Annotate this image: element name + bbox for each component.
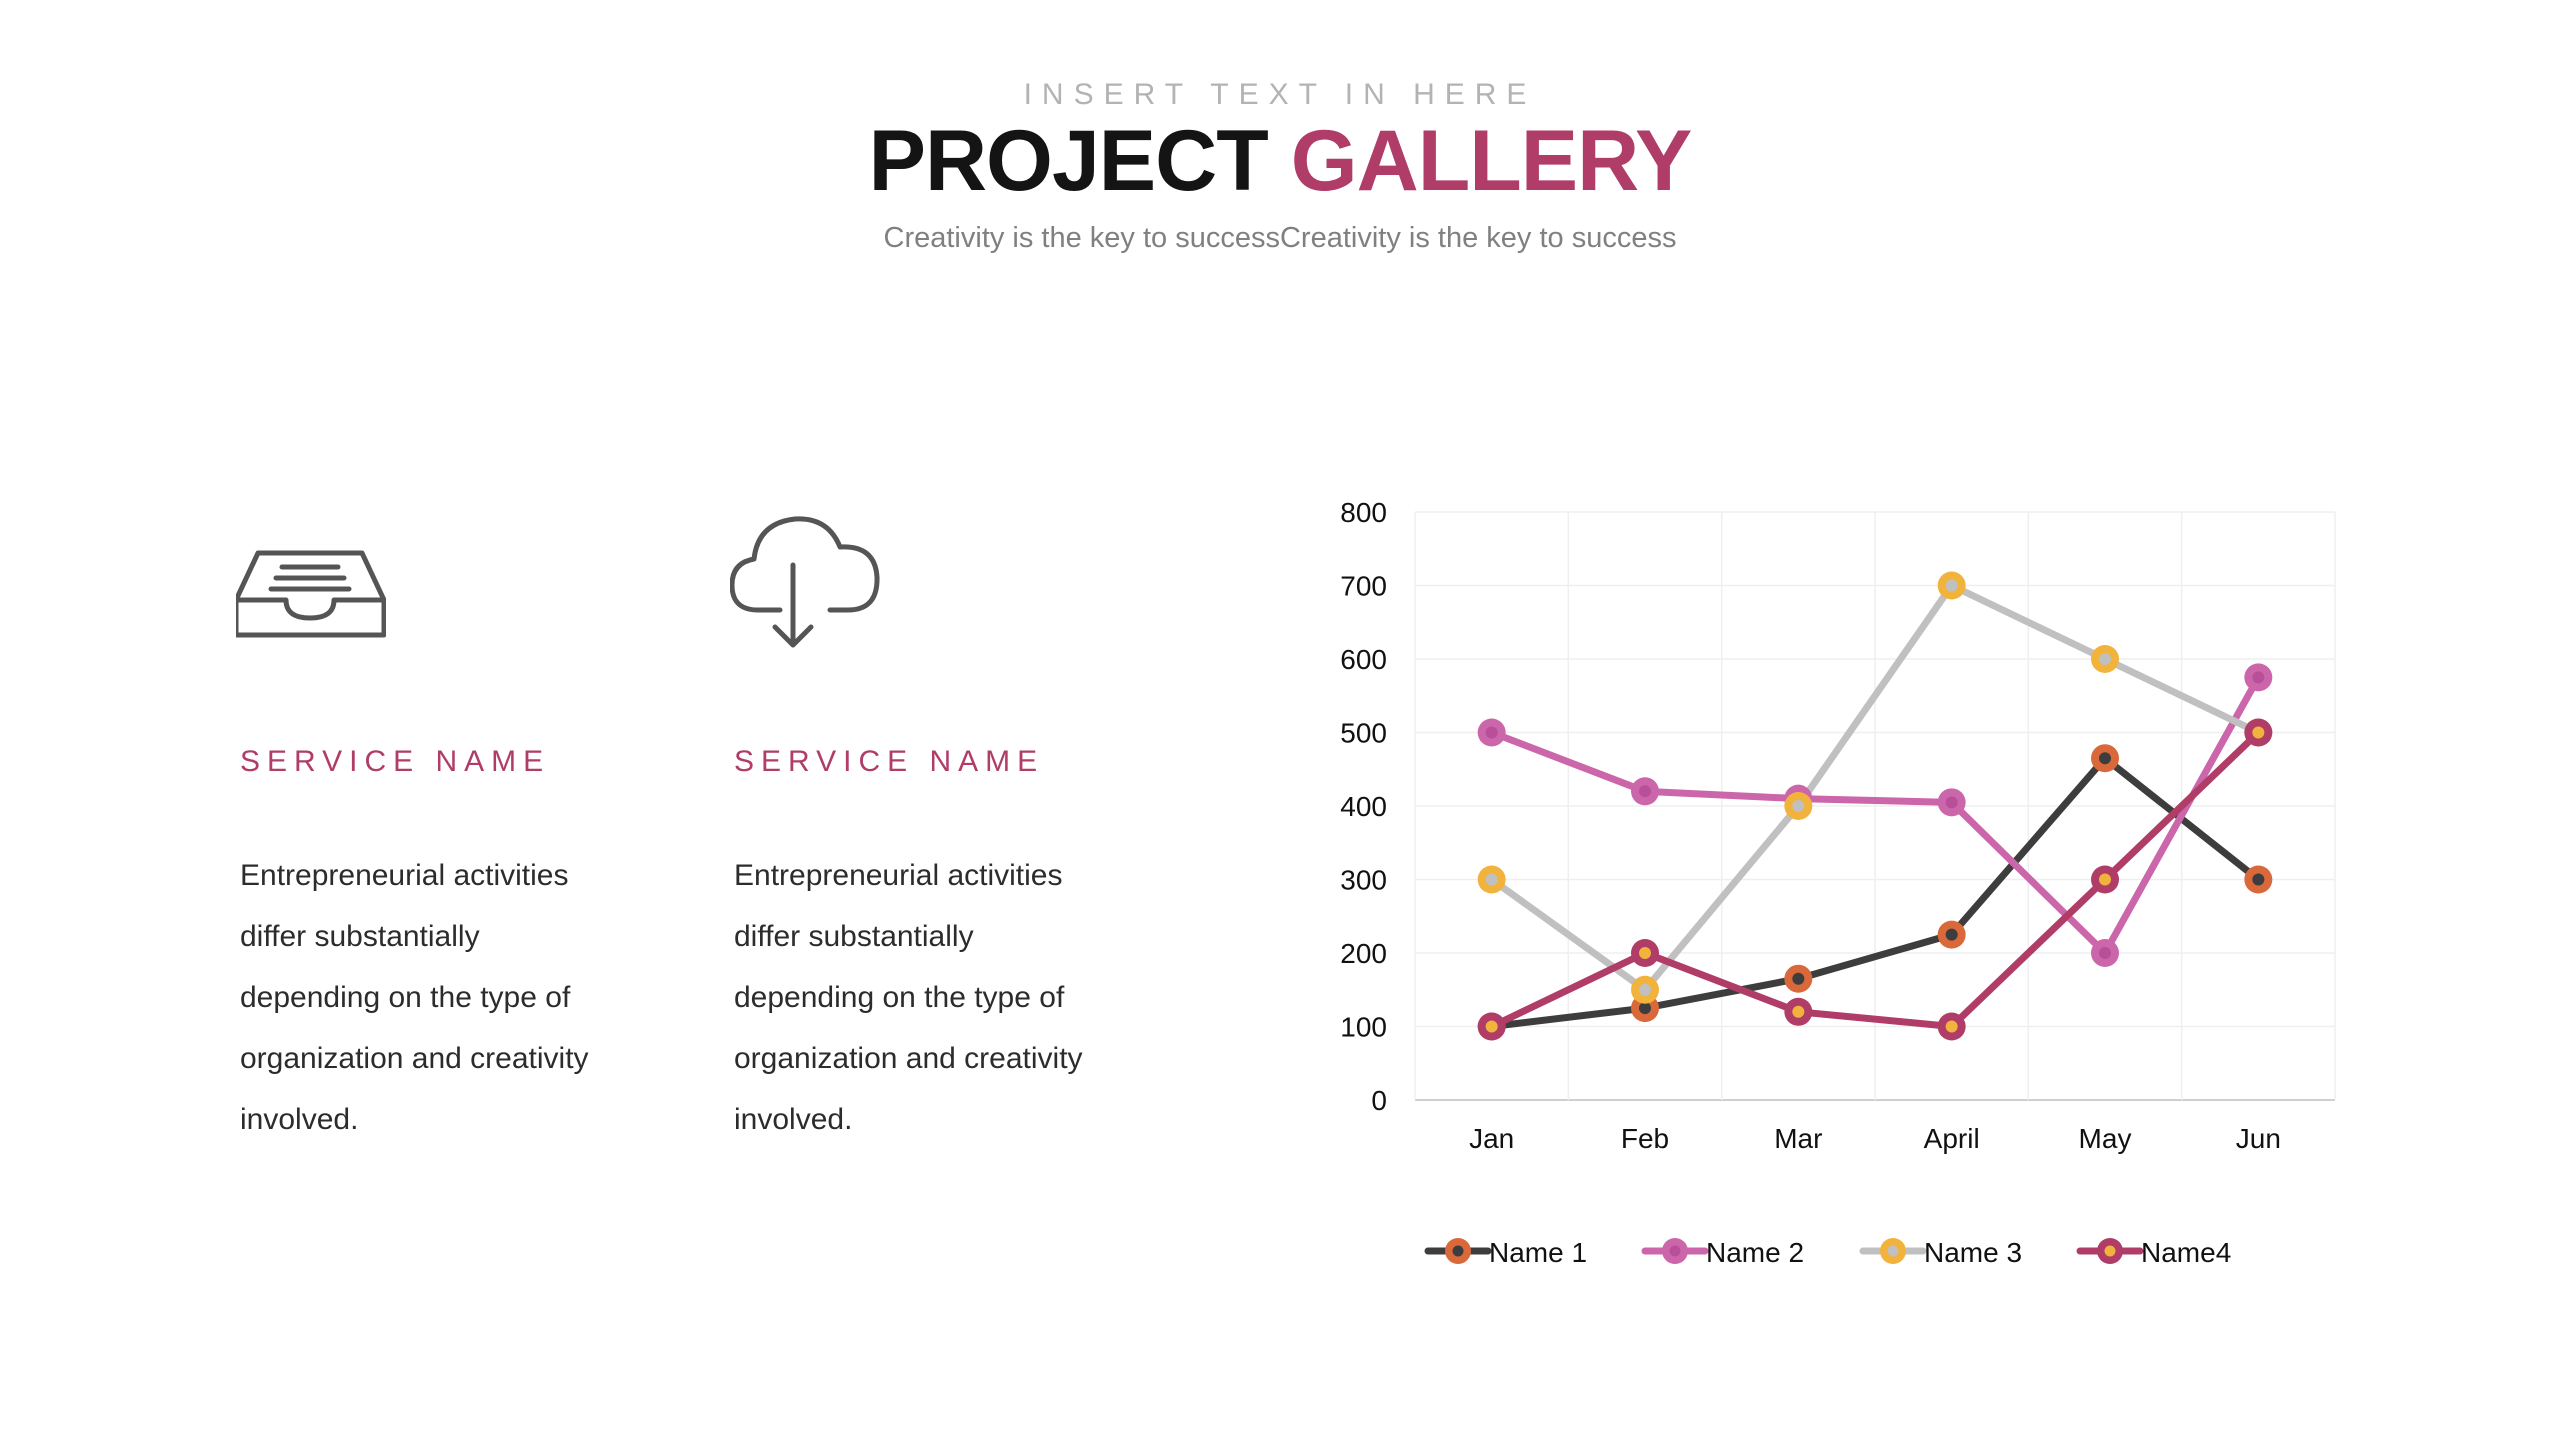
x-tick-label: Jun [2236, 1123, 2281, 1154]
data-point-center [1945, 928, 1958, 941]
legend-swatch-dot [2104, 1245, 2116, 1257]
page-subtitle: Creativity is the key to successCreativi… [883, 222, 1677, 254]
legend-label: Name 3 [1924, 1237, 2022, 1268]
data-point-center [1639, 785, 1651, 798]
data-point-center [1792, 800, 1805, 812]
y-tick-label: 0 [1371, 1085, 1387, 1116]
series-line [1488, 729, 2262, 1030]
x-tick-label: May [2079, 1123, 2132, 1154]
service-body-2: Entrepreneurial activities differ substa… [734, 845, 1154, 1150]
service-body-line: differ substantially [240, 920, 480, 953]
line-chart: 0 100 200 300 400 500 600 700 800 Jan Feb Mar April M… [1340, 497, 2336, 1268]
series-line [1488, 754, 2262, 1030]
data-point-center [1792, 1005, 1805, 1018]
y-tick-label: 800 [1340, 497, 1387, 528]
data-point-center [2252, 873, 2265, 886]
legend-swatch-dot [1669, 1245, 1681, 1257]
data-point-center [2252, 671, 2265, 684]
legend-label: Name4 [2141, 1237, 2231, 1268]
service-body-line: Entrepreneurial activities [734, 859, 1063, 892]
data-point-center [1485, 873, 1498, 886]
y-tick-label: 700 [1340, 571, 1387, 602]
series-line [1488, 673, 2262, 957]
service-body-line: organization and creativity [240, 1042, 589, 1075]
title-part-1: PROJECT [868, 113, 1269, 209]
service-body-line: Entrepreneurial activities [240, 859, 569, 892]
data-point-center [1792, 972, 1805, 985]
service-title-1: SERVICE NAME [240, 745, 551, 778]
page-title: PROJECT GALLERY [0, 112, 2560, 211]
data-point-center [1639, 983, 1651, 996]
x-tick-label: April [1924, 1123, 1980, 1154]
y-tick-label: 600 [1340, 644, 1387, 675]
y-tick-label: 500 [1340, 718, 1387, 749]
service-body-line: involved. [240, 1103, 359, 1136]
data-point-center [2252, 726, 2265, 739]
service-title-2: SERVICE NAME [734, 745, 1045, 778]
data-point-center [2099, 947, 2111, 959]
data-point-center [1945, 1020, 1958, 1033]
data-point-center [1485, 1020, 1498, 1033]
service-body-line: organization and creativity [734, 1042, 1083, 1075]
data-point-center [1945, 796, 1958, 809]
data-point-center [1945, 579, 1958, 592]
x-tick-label: Jan [1469, 1123, 1514, 1154]
y-tick-label: 100 [1340, 1012, 1387, 1043]
data-point-center [2099, 653, 2111, 665]
legend-swatch-dot [1887, 1245, 1899, 1257]
data-point-center [2099, 752, 2111, 765]
data-point-center [1639, 1002, 1651, 1015]
data-point-center [2099, 873, 2111, 886]
legend-swatch-dot [1452, 1245, 1464, 1257]
series-line [1488, 582, 2262, 994]
service-body-line: depending on the type of [240, 981, 571, 1014]
y-tick-label: 300 [1340, 865, 1387, 896]
inbox-tray-icon [233, 515, 387, 665]
y-tick-label: 400 [1340, 791, 1387, 822]
legend-label: Name 1 [1489, 1237, 1587, 1268]
x-tick-label: Mar [1774, 1123, 1822, 1154]
service-body-line: differ substantially [734, 920, 974, 953]
header-kicker: INSERT TEXT IN HERE [1023, 78, 1537, 111]
service-body-line: depending on the type of [734, 981, 1065, 1014]
cloud-download-icon [729, 515, 880, 665]
x-tick-label: Feb [1621, 1123, 1669, 1154]
title-part-2: GALLERY [1290, 113, 1693, 209]
service-body-line: involved. [734, 1103, 853, 1136]
y-tick-label: 200 [1340, 938, 1387, 969]
data-point-center [1485, 726, 1498, 739]
data-point-center [1639, 947, 1651, 959]
service-body-1: Entrepreneurial activities differ substa… [240, 845, 660, 1150]
legend-label: Name 2 [1706, 1237, 1804, 1268]
